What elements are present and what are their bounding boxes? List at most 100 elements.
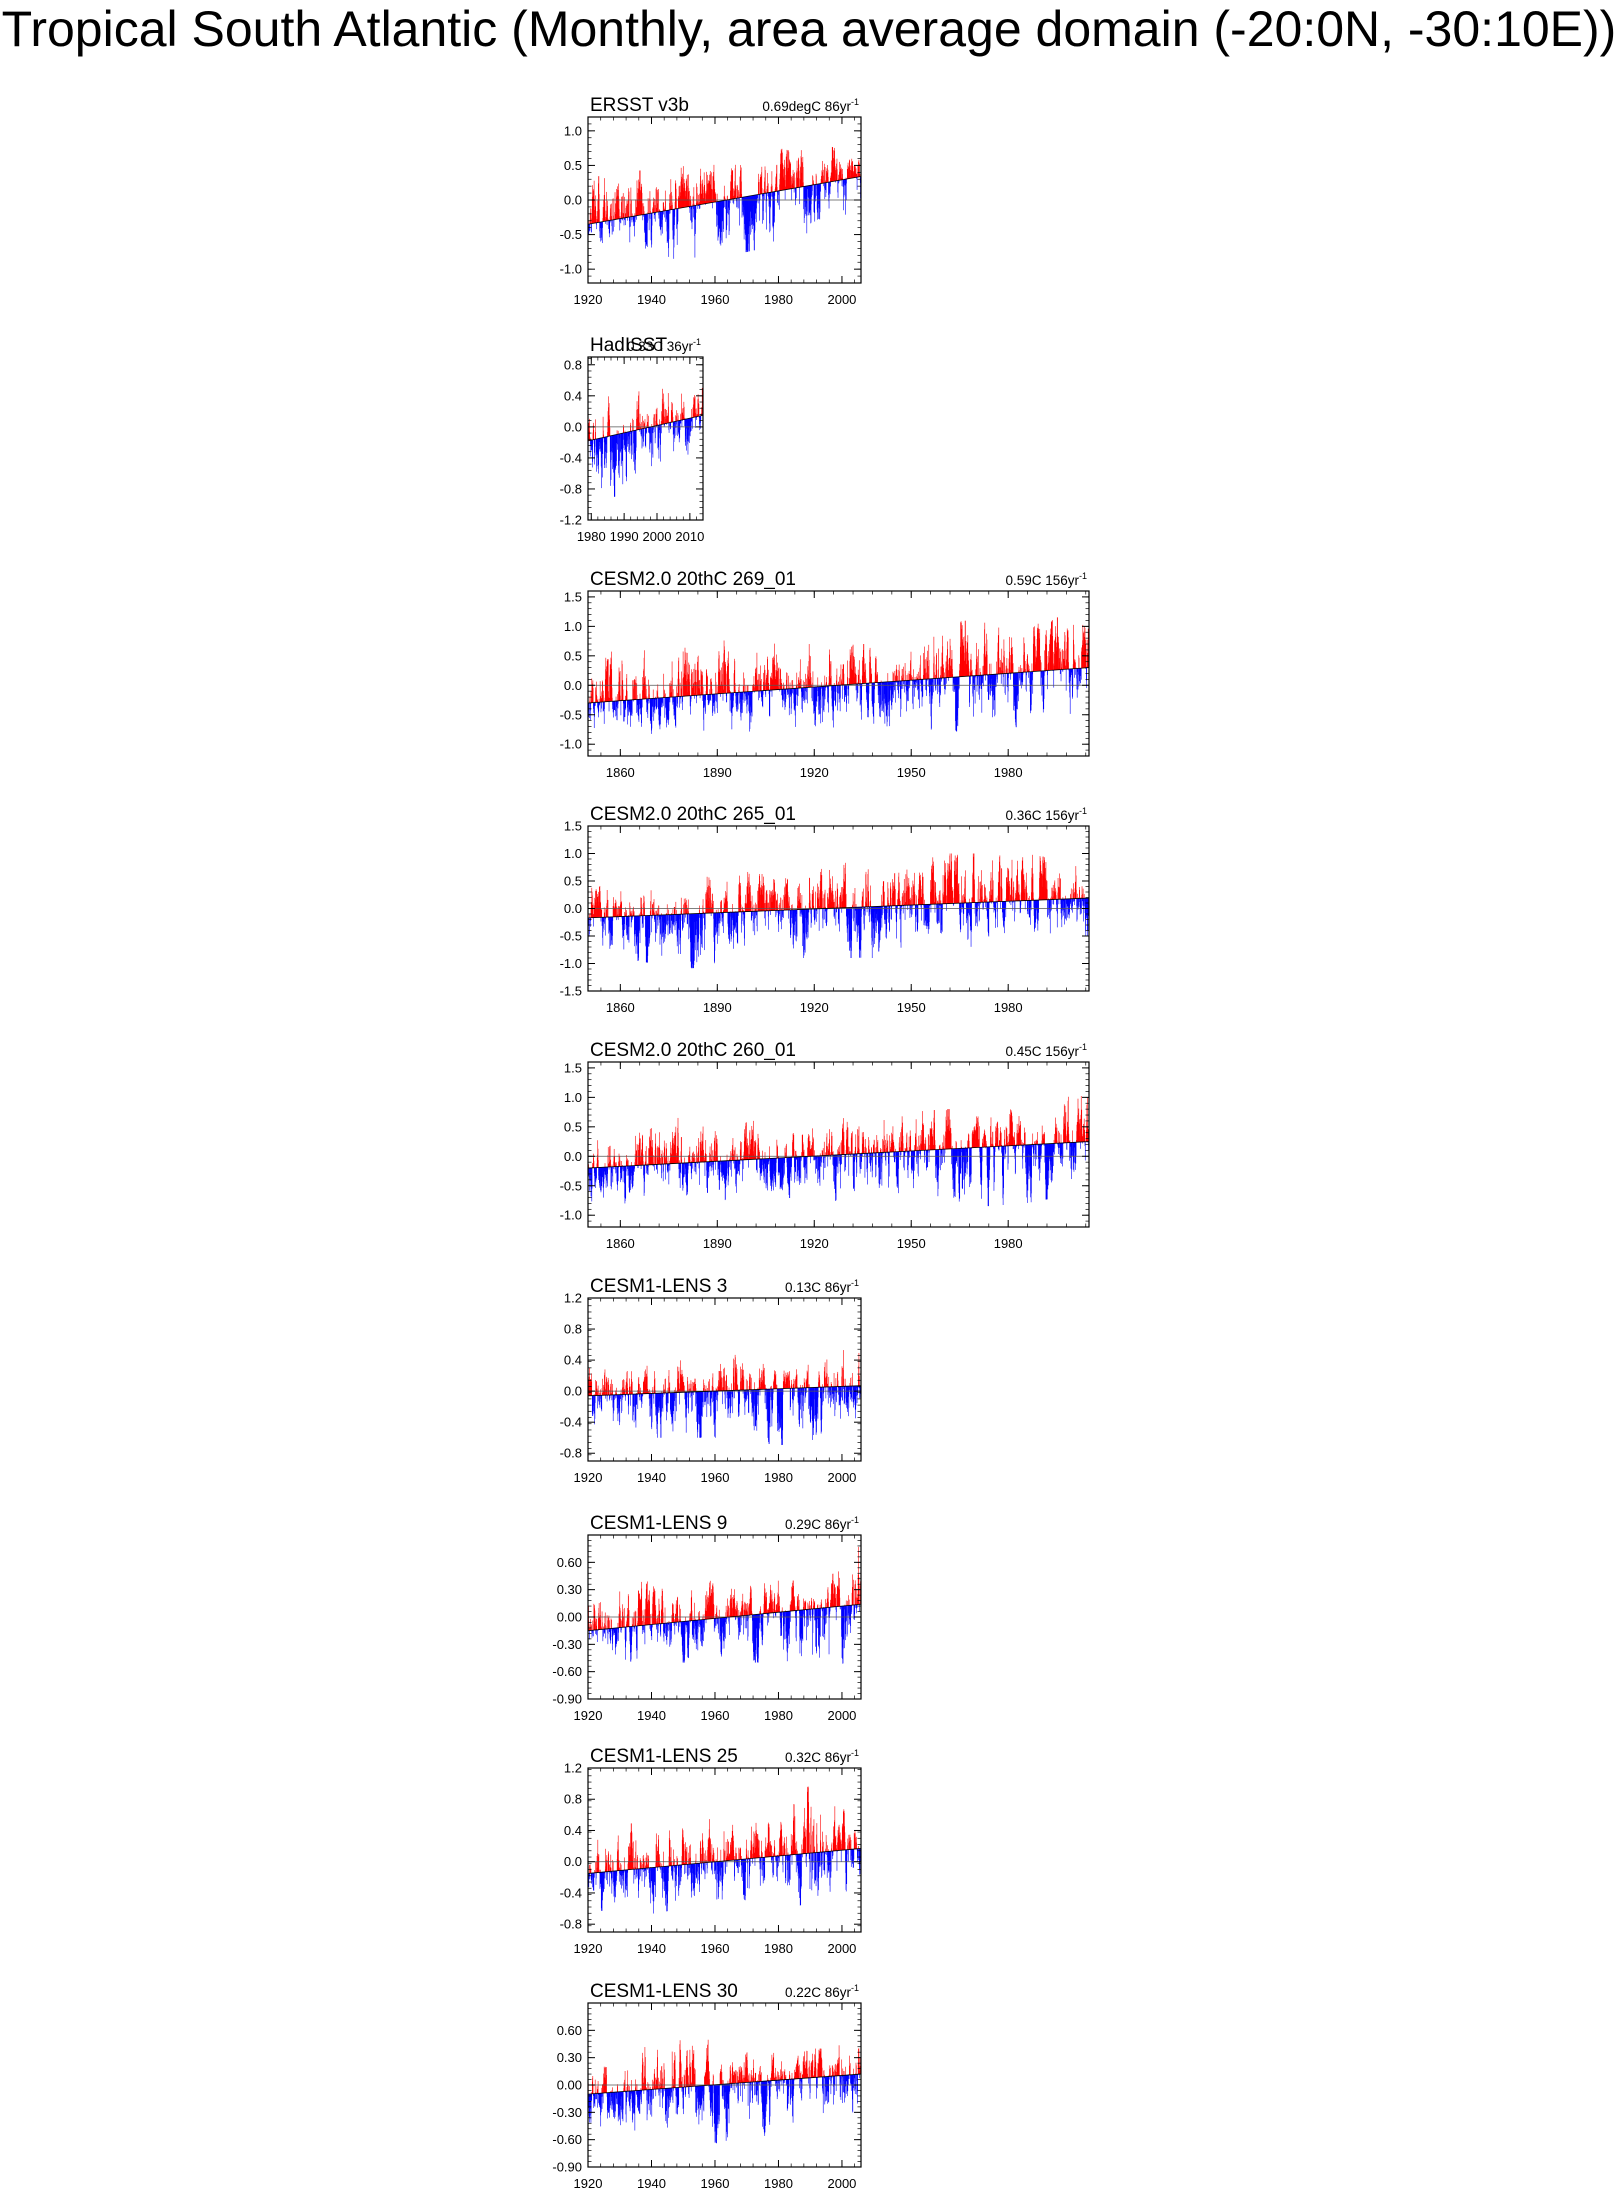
bar-positive bbox=[710, 887, 711, 914]
bar-negative bbox=[742, 911, 744, 915]
bar-negative bbox=[778, 190, 779, 195]
bar-negative bbox=[623, 916, 625, 924]
bar-positive bbox=[588, 220, 590, 225]
bar-positive bbox=[726, 881, 728, 913]
bar-positive bbox=[690, 201, 692, 207]
bar-positive bbox=[829, 869, 830, 909]
bar-negative bbox=[756, 194, 758, 203]
figure-title: Tropical South Atlantic (Monthly, area a… bbox=[2, 1, 1617, 57]
bar-positive bbox=[1039, 628, 1041, 672]
bar-positive bbox=[927, 660, 928, 680]
bar-negative bbox=[722, 912, 724, 927]
bar-negative bbox=[812, 185, 813, 191]
bar-negative bbox=[656, 425, 657, 427]
bar-positive bbox=[681, 412, 683, 420]
bar-positive bbox=[643, 420, 644, 429]
bar-positive bbox=[1004, 657, 1005, 674]
bar-negative bbox=[646, 213, 648, 245]
bar-negative bbox=[672, 914, 673, 925]
bar-positive bbox=[924, 899, 925, 905]
bar-positive bbox=[768, 683, 770, 691]
bar-positive bbox=[1028, 668, 1030, 672]
bar-positive bbox=[999, 667, 1000, 674]
bar-positive bbox=[731, 170, 733, 200]
bar-positive bbox=[656, 913, 658, 916]
bar-positive bbox=[822, 898, 823, 909]
bar-negative bbox=[775, 910, 777, 916]
bar-positive bbox=[735, 689, 736, 693]
bar-positive bbox=[659, 210, 661, 212]
bar-negative bbox=[840, 685, 841, 698]
bar-positive bbox=[626, 910, 627, 917]
bar-positive bbox=[1085, 650, 1087, 668]
bar-negative bbox=[698, 204, 699, 206]
bar-positive bbox=[696, 183, 697, 206]
bar-negative bbox=[909, 680, 910, 688]
bar-positive bbox=[696, 682, 698, 696]
bar-positive bbox=[697, 202, 699, 206]
bar-positive bbox=[680, 897, 682, 915]
bar-positive bbox=[767, 902, 769, 911]
bar-negative bbox=[744, 911, 746, 919]
bar-negative bbox=[770, 690, 772, 692]
bar-negative bbox=[603, 917, 604, 929]
bar-positive bbox=[653, 208, 655, 213]
bar-negative bbox=[738, 911, 739, 916]
bar-positive bbox=[827, 899, 829, 909]
bar-negative bbox=[974, 675, 976, 704]
bar-negative bbox=[630, 916, 632, 928]
bar-positive bbox=[806, 684, 808, 688]
bar-negative bbox=[822, 908, 824, 920]
bar-positive bbox=[605, 908, 607, 918]
bar-negative bbox=[796, 909, 797, 934]
bar-positive bbox=[812, 671, 814, 688]
bar-positive bbox=[792, 680, 794, 689]
bar-negative bbox=[656, 698, 658, 708]
bar-positive bbox=[854, 888, 856, 908]
bar-negative bbox=[619, 218, 621, 231]
bar-positive bbox=[642, 415, 643, 429]
bar-negative bbox=[672, 697, 674, 705]
bar-negative bbox=[733, 692, 735, 696]
bar-negative bbox=[906, 680, 907, 712]
bar-negative bbox=[731, 912, 732, 937]
bar-negative bbox=[834, 908, 836, 919]
bar-negative bbox=[747, 691, 749, 705]
bar-positive bbox=[651, 424, 653, 427]
bar-positive bbox=[759, 674, 760, 691]
bar-negative bbox=[759, 194, 761, 221]
bar-negative bbox=[639, 915, 641, 918]
bar-negative bbox=[641, 915, 643, 928]
bar-negative bbox=[1060, 669, 1062, 682]
bar-positive bbox=[770, 186, 772, 193]
bar-negative bbox=[639, 429, 641, 432]
panel-title: CESM2.0 20thC 265_01 bbox=[590, 804, 796, 825]
bar-negative bbox=[770, 192, 772, 200]
y-tick-label: 1.5 bbox=[564, 589, 582, 604]
bar-negative bbox=[741, 197, 743, 218]
bar-positive bbox=[887, 673, 889, 682]
trend-line bbox=[587, 667, 1090, 704]
bar-negative bbox=[682, 419, 683, 421]
bar-positive bbox=[672, 403, 673, 423]
bar-positive bbox=[728, 678, 730, 694]
bar-negative bbox=[749, 196, 750, 252]
bar-positive bbox=[1011, 637, 1013, 674]
bar-positive bbox=[605, 210, 607, 222]
bar-negative bbox=[919, 679, 920, 709]
bar-negative bbox=[733, 198, 735, 205]
bar-negative bbox=[744, 911, 745, 946]
bar-positive bbox=[737, 186, 738, 199]
bar-positive bbox=[655, 409, 657, 426]
bar-negative bbox=[835, 180, 836, 183]
bar-negative bbox=[750, 691, 752, 713]
bar-positive bbox=[980, 672, 982, 676]
bar-negative bbox=[1031, 671, 1032, 686]
bar-negative bbox=[782, 910, 784, 917]
bar-negative bbox=[1025, 672, 1027, 692]
bar-positive bbox=[839, 896, 840, 908]
bar-positive bbox=[965, 620, 966, 677]
bar-positive bbox=[777, 668, 779, 690]
bar-positive bbox=[739, 691, 740, 693]
bar-positive bbox=[829, 664, 831, 686]
